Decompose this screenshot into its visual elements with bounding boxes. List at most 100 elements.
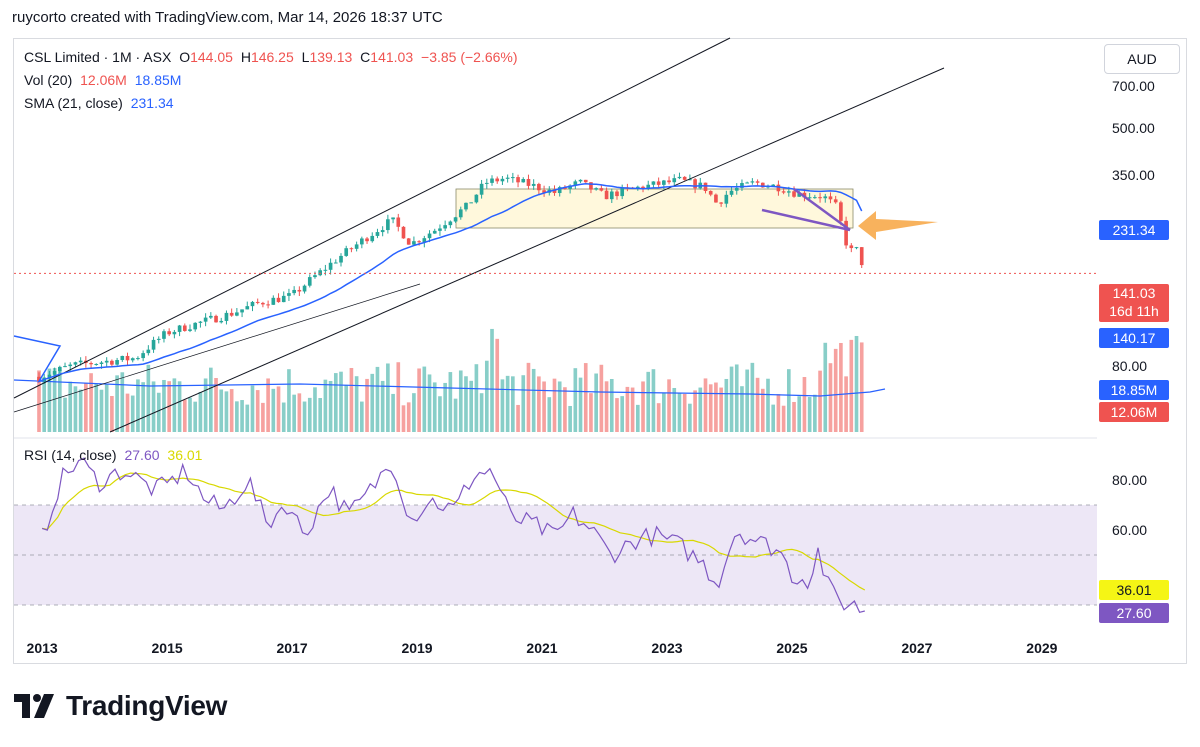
candle-body [125,355,130,361]
volume-bar [193,401,198,432]
legend-low: 139.13 [309,49,353,65]
volume-bar [609,378,614,432]
last-price-value: 141.03 [1112,285,1156,301]
candle-body [615,191,619,197]
legend-sma-label: SMA (21, close) [24,95,123,111]
volume-bar [740,386,744,432]
legend-open-label: O [179,49,191,65]
legend-change: −3.85 (−2.66%) [421,49,518,65]
legend-rsi[interactable]: RSI (14, close) 27.60 36.01 [24,447,206,463]
volume-bar [271,388,276,432]
volume-bar [182,399,187,432]
volume-bar [276,386,281,432]
candle-body [146,349,151,354]
candle-body [370,235,375,242]
candle-body [328,262,333,270]
volume-bar [177,381,182,432]
volume-bar [68,381,73,432]
volume-bar [719,387,723,432]
candle-body [58,366,62,372]
candle-body [724,194,729,204]
volume-bar [104,384,109,432]
candle-body [287,293,291,296]
volume-bar [287,369,291,432]
volume-bar [844,376,848,432]
volume-bar [573,368,578,432]
candle-body [646,184,651,190]
volume-bar [682,393,687,432]
candle-body [156,338,161,340]
candle-body [292,289,296,294]
volume-bar [698,387,703,432]
candle-body [484,182,489,184]
candle-body [557,187,562,194]
volume-bar [500,379,505,432]
candle-body [641,186,645,190]
candle-body [740,182,744,188]
candle-body [380,230,385,233]
candle-body [828,196,833,200]
volume-bar [802,377,807,432]
volume-ma-line [13,379,886,397]
currency-button[interactable]: AUD [1104,44,1180,74]
volume-bar [89,373,93,432]
volume-bar [339,371,343,432]
volume-bar [828,363,833,432]
candle-body [94,363,99,365]
volume-bar [646,371,651,432]
attribution: ruycorto created with TradingView.com, M… [12,9,443,26]
candle-body [313,275,317,278]
volume-bar [318,398,323,432]
legend-sma[interactable]: SMA (21, close) 231.34 [24,95,178,111]
candle-body [271,297,276,305]
candle-body [714,194,718,203]
volume-bar [188,397,192,432]
vol-tag: 12.06M [1099,402,1169,422]
candle-body [818,197,822,199]
candle-body [240,309,244,313]
candle-body [849,245,854,249]
volume-bar [328,380,333,432]
volume-bar [229,389,234,432]
candle-body [360,238,364,245]
volume-bar [714,382,718,432]
candle-body [734,187,739,191]
candle-body [604,190,609,200]
volume-bar [84,382,88,432]
candle-body [375,232,380,236]
candle-body [682,176,687,180]
candle-body [464,202,468,210]
legend-volume[interactable]: Vol (20) 12.06M 18.85M [24,72,185,88]
volume-bar [297,393,302,432]
candle-body [578,179,583,182]
volume-bar [745,369,749,432]
candle-body [490,178,494,183]
candle-body [531,183,536,186]
volume-bar [849,339,854,432]
volume-bar [786,369,791,432]
volume-bar [370,373,375,432]
volume-bar [240,400,244,432]
legend-symbol[interactable]: CSL Limited · 1M · ASX [24,49,172,65]
rsi-line [41,457,865,614]
volume-bar [823,342,828,432]
candle-body [573,181,578,186]
candle-body [495,178,500,182]
tradingview-logo[interactable]: TradingView [14,690,227,722]
y-tick-label: 500.00 [1112,120,1155,136]
volume-bar [146,364,151,432]
volume-bar [729,366,734,432]
candle-body [89,363,93,365]
candle-body [807,197,812,199]
candle-body [354,244,359,249]
volume-bar [526,362,531,432]
volume-bar [375,366,380,432]
candle-body [318,270,323,276]
candle-body [276,297,281,303]
volume-bar [219,389,224,432]
volume-bar [625,386,630,432]
candle-body [188,329,192,331]
candle-body [396,217,401,227]
candle-body [297,289,302,292]
